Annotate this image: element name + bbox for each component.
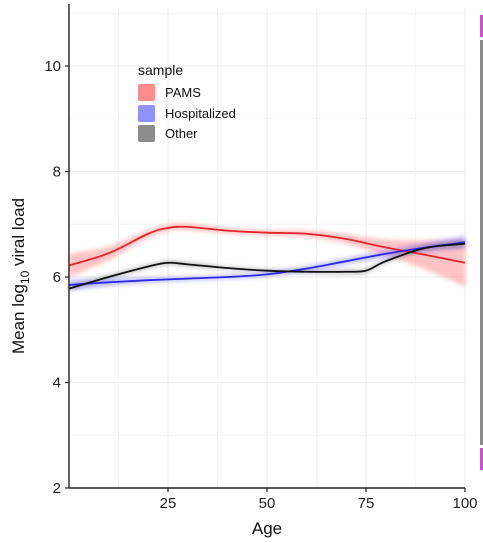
y-tick-label-4: 4: [53, 375, 61, 392]
adjacent-panel-edge: [480, 15, 483, 470]
legend-title: sample: [138, 62, 183, 78]
legend-label-pams: PAMS: [165, 85, 201, 100]
y-axis-title-subscript: 10: [18, 270, 32, 284]
x-tick-label-100: 100: [452, 495, 477, 512]
legend-key-pams: [138, 84, 155, 101]
legend: sample PAMS Hospitalized Other: [138, 62, 236, 142]
legend-key-hospitalized: [138, 105, 155, 122]
series-line-hospitalized: [68, 241, 466, 286]
series-line-other: [68, 242, 466, 290]
ci-band-hospitalized: [69, 235, 465, 291]
axes: [65, 4, 466, 492]
legend-label-hospitalized: Hospitalized: [165, 106, 236, 121]
series-lines: [68, 225, 466, 290]
series-line-pams: [68, 225, 466, 267]
y-axis-title-main: Mean log: [9, 284, 28, 354]
adjacent-panel-accent-bottom: [480, 448, 483, 470]
y-tick-label-10: 10: [44, 58, 61, 75]
y-tick-label-2: 2: [53, 480, 61, 497]
y-axis-title-tail: viral load: [9, 198, 28, 271]
y-axis-title: Mean log10 viral load: [9, 198, 32, 354]
legend-label-other: Other: [165, 126, 198, 141]
tick-labels: 25 50 75 100 2 4 6 8 10: [44, 58, 477, 512]
x-axis-title: Age: [252, 519, 282, 538]
x-tick-label-75: 75: [358, 495, 375, 512]
y-tick-label-6: 6: [53, 269, 61, 286]
legend-key-other: [138, 125, 155, 142]
y-tick-label-8: 8: [53, 164, 61, 181]
adjacent-panel-strip: [480, 40, 483, 445]
x-tick-label-50: 50: [259, 495, 276, 512]
adjacent-panel-accent-top: [480, 15, 483, 37]
x-tick-label-25: 25: [160, 495, 177, 512]
ci-band-pams: [69, 223, 465, 287]
